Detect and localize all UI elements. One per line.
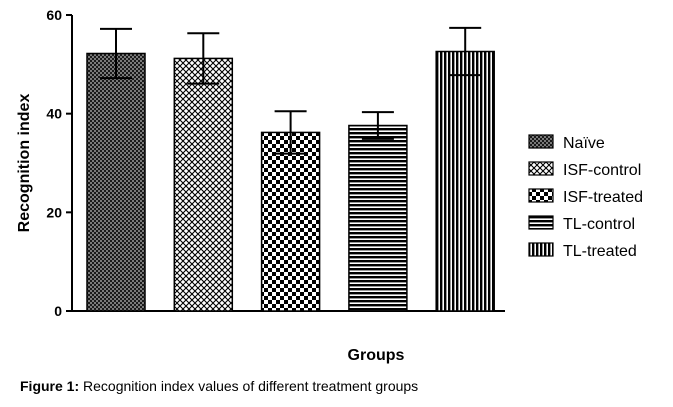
legend-label: ISF-treated — [563, 189, 643, 206]
y-tick-label: 40 — [46, 106, 62, 122]
caption-text: Recognition index values of different tr… — [79, 378, 419, 394]
figure-caption: Figure 1: Recognition index values of di… — [20, 378, 418, 394]
legend-swatch — [528, 161, 554, 176]
bar-tl-treated — [435, 50, 495, 312]
y-tick-label: 0 — [54, 303, 62, 319]
legend-label: TL-treated — [563, 243, 637, 260]
bar-chart: 0 20 40 60 Naïve ISF-control ISF-treated TL-co… — [16, 7, 643, 364]
y-axis-ticks: 0 20 40 60 — [46, 7, 72, 319]
legend-swatch — [528, 215, 554, 230]
bar-isf-treated — [260, 131, 321, 312]
legend-swatch — [528, 242, 554, 257]
y-axis-title: Recognition index — [16, 94, 33, 233]
legend: Naïve ISF-control ISF-treated TL-control TL-… — [528, 134, 643, 260]
legend-label: TL-control — [563, 216, 635, 233]
bar-isf-control — [173, 57, 234, 312]
error-bars-group — [100, 26, 482, 155]
bars-group — [86, 50, 495, 312]
bar-na-ve — [86, 52, 146, 312]
legend-label: ISF-control — [563, 162, 641, 179]
legend-label: Naïve — [563, 135, 605, 152]
bar-tl-control — [348, 124, 408, 312]
x-axis-title: Groups — [348, 347, 405, 364]
y-tick-label: 20 — [46, 204, 62, 220]
legend-swatch — [528, 188, 554, 203]
caption-label: Figure 1: — [20, 378, 80, 394]
legend-swatch — [528, 134, 554, 149]
y-tick-label: 60 — [46, 7, 62, 23]
